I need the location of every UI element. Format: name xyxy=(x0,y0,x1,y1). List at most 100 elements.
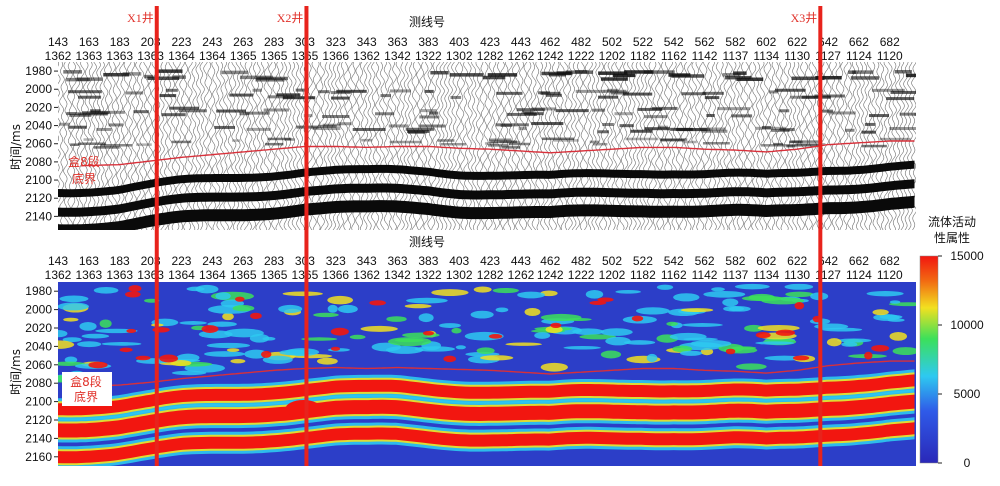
reflection-segment xyxy=(610,91,629,95)
trace-number-label: 183 xyxy=(110,254,130,268)
attribute-hotspot xyxy=(369,300,386,306)
attribute-anomaly xyxy=(492,287,519,294)
seismic-trace xyxy=(515,62,521,230)
reflection-segment xyxy=(322,123,341,127)
reflection-segment xyxy=(352,127,386,131)
top-he8-base-horizon xyxy=(81,140,915,167)
reflection-segment xyxy=(390,89,411,93)
seismic-trace xyxy=(603,62,609,230)
reflection-segment xyxy=(597,95,619,99)
reflection-segment xyxy=(651,106,678,110)
reflection-segment xyxy=(815,75,842,80)
bottom-horizon-label-bg xyxy=(62,372,112,406)
reflection-segment xyxy=(429,111,439,115)
reflection-segment xyxy=(643,70,675,74)
time-tick-label: 2120 xyxy=(25,413,52,427)
reflection-segment xyxy=(555,109,589,113)
reflection-segment xyxy=(58,122,71,126)
seismic-trace xyxy=(251,62,257,230)
attribute-hotspot xyxy=(755,332,771,339)
seismic-trace xyxy=(195,62,201,230)
reflection-segment xyxy=(93,146,120,149)
seismic-trace xyxy=(247,62,253,230)
attribute-anomaly xyxy=(439,323,461,328)
trace-number-label: 622 xyxy=(787,35,807,49)
bottom-ylabel: 时间/ms xyxy=(9,349,23,395)
seismic-trace xyxy=(683,62,689,230)
trace-number-label: 642 xyxy=(818,35,838,49)
seismic-trace xyxy=(259,62,265,230)
trace-number-label: 502 xyxy=(602,35,622,49)
seismic-trace xyxy=(103,62,109,230)
reflection-segment xyxy=(793,144,819,147)
attribute-anomaly xyxy=(524,307,541,317)
attribute-hotspot xyxy=(443,355,457,363)
line-number-label: 1363 xyxy=(106,49,133,63)
reflection-segment xyxy=(575,89,605,93)
attribute-anomaly xyxy=(64,356,78,364)
attribute-anomaly xyxy=(480,355,514,361)
line-number-label: 1364 xyxy=(168,268,195,282)
attribute-anomaly xyxy=(473,286,492,293)
seismic-trace xyxy=(467,62,473,230)
line-number-label: 1182 xyxy=(630,49,656,63)
seismic-trace xyxy=(623,62,629,230)
seismic-trace xyxy=(743,62,749,230)
seismic-trace xyxy=(755,62,761,230)
attribute-anomaly xyxy=(63,317,79,322)
reflection-segment xyxy=(450,95,462,99)
reflection-segment xyxy=(791,76,825,81)
seismic-trace xyxy=(83,62,89,230)
reflection-segment xyxy=(389,140,422,144)
reflection-segment xyxy=(704,96,720,100)
trace-number-label: 642 xyxy=(818,254,838,268)
seismic-trace xyxy=(239,62,245,230)
seismic-trace xyxy=(719,62,725,230)
seismic-trace xyxy=(79,62,85,230)
reflection-segment xyxy=(420,109,437,113)
line-number-label: 1302 xyxy=(446,268,473,282)
top-title: 测线号 xyxy=(409,15,445,29)
trace-number-label: 183 xyxy=(110,35,130,49)
seismic-trace xyxy=(191,62,197,230)
attribute-anomaly xyxy=(757,324,800,332)
attribute-anomaly xyxy=(222,312,234,321)
attribute-anomaly xyxy=(470,310,494,319)
time-tick-label: 2040 xyxy=(25,119,52,133)
seismic-trace xyxy=(283,62,289,230)
reflection-segment xyxy=(70,143,80,146)
seismic-trace xyxy=(443,62,449,230)
reflection-segment xyxy=(531,122,564,126)
seismic-trace xyxy=(523,62,529,230)
reflection-segment xyxy=(553,139,580,142)
trace-number-label: 482 xyxy=(571,254,591,268)
reflection-segment xyxy=(232,139,241,142)
reflection-segment xyxy=(795,142,826,146)
reflection-segment xyxy=(681,92,707,96)
seismic-trace xyxy=(635,62,641,230)
attribute-hotspot xyxy=(159,354,179,363)
seismic-trace xyxy=(203,62,209,230)
colorbar: 流体活动 性属性 0 5000 10000 15000 xyxy=(919,215,984,470)
seismic-trace xyxy=(727,62,733,230)
reflection-segment xyxy=(424,89,434,93)
reflection-segment xyxy=(169,106,200,110)
reflection-segment xyxy=(603,89,627,93)
line-number-label: 1120 xyxy=(877,268,903,282)
reflection-segment xyxy=(144,74,154,79)
attribute-anomaly xyxy=(349,334,366,340)
line-number-label: 1363 xyxy=(137,268,164,282)
reflection-segment xyxy=(612,73,636,78)
attribute-anomaly xyxy=(681,323,723,327)
seismic-trace xyxy=(219,62,225,230)
reflection-segment xyxy=(701,129,728,133)
reflection-segment xyxy=(388,124,409,128)
seismic-trace xyxy=(127,62,133,230)
reflection-segment xyxy=(449,73,484,77)
reflection-segment xyxy=(879,137,911,141)
trace-number-label: 443 xyxy=(511,35,531,49)
attribute-anomaly xyxy=(755,341,795,345)
seismic-trace xyxy=(107,62,113,230)
time-tick-label: 2060 xyxy=(25,137,52,151)
seismic-trace xyxy=(567,62,573,230)
